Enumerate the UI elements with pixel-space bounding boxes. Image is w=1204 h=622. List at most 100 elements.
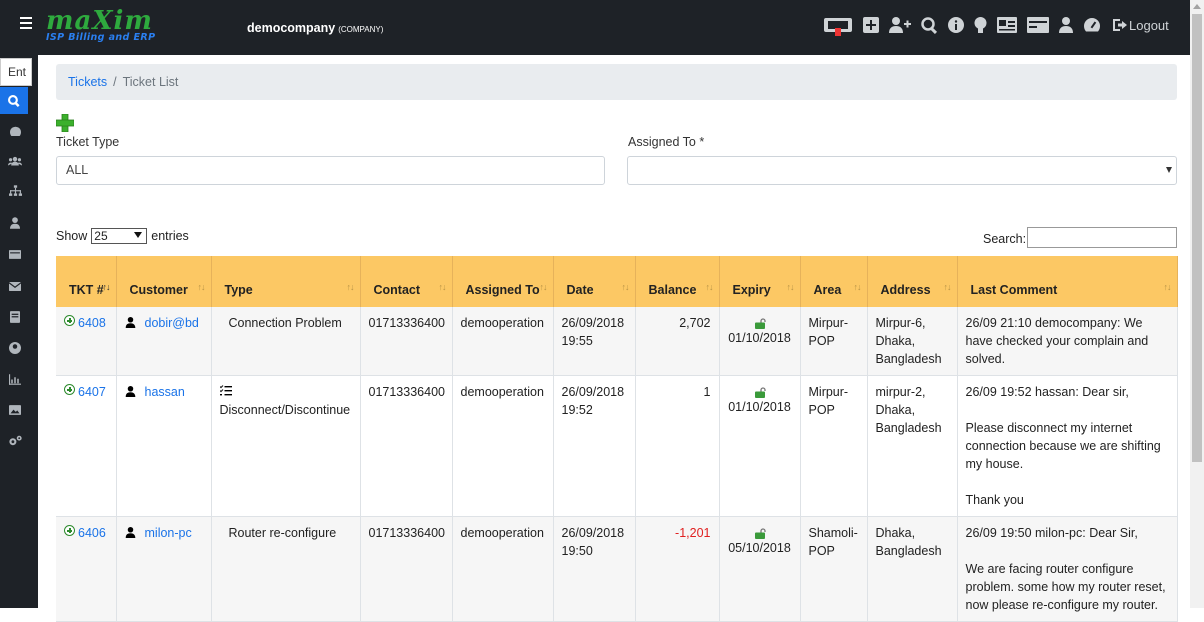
expand-row-icon[interactable] xyxy=(64,384,75,395)
breadcrumb: Tickets / Ticket List xyxy=(56,64,1177,100)
user-tie-icon[interactable] xyxy=(1059,17,1073,33)
info-icon[interactable] xyxy=(948,17,964,33)
ticket-link[interactable]: 6408 xyxy=(78,316,106,330)
sidebar-search-input[interactable]: Ent xyxy=(0,58,32,86)
col-header-label: Assigned To xyxy=(465,283,540,297)
cell-contact: 01713336400 xyxy=(360,516,453,622)
table-row[interactable]: 6406 milon-pc Router re-configure 017133… xyxy=(56,516,1178,622)
card-icon[interactable] xyxy=(1027,17,1049,33)
cell-type: Router re-configure xyxy=(211,516,361,622)
sidebar-item-dashboard-icon[interactable] xyxy=(7,124,23,138)
comment-line: 26/09 19:52 hassan: Dear sir, xyxy=(965,385,1129,399)
search-icon[interactable] xyxy=(921,16,938,34)
sidebar-item-document-icon[interactable] xyxy=(7,310,23,324)
sort-icon: ↑↓ xyxy=(621,282,630,292)
table-search-input[interactable] xyxy=(1027,227,1177,248)
ticket-machine-icon[interactable] xyxy=(823,14,853,36)
expand-row-icon[interactable] xyxy=(64,315,75,326)
sort-icon: ↑↓ xyxy=(705,282,714,292)
cell-balance: 1 xyxy=(635,375,720,517)
table-row[interactable]: 6408 dobir@bd Connection Problem 0171333… xyxy=(56,307,1178,376)
col-header-customer[interactable]: Customer ↑↓ xyxy=(116,256,212,307)
company-name: democompany (COMPANY) xyxy=(247,21,383,35)
ticket-link[interactable]: 6407 xyxy=(78,385,106,399)
menu-toggle-icon[interactable] xyxy=(20,17,36,33)
customer-link[interactable]: hassan xyxy=(144,385,185,399)
cell-address: mirpur-2, Dhaka, Bangladesh xyxy=(867,375,958,517)
ticket-type-text: Connection Problem xyxy=(228,316,342,330)
list-check-icon xyxy=(219,385,232,396)
expand-row-icon[interactable] xyxy=(64,525,75,536)
table-header-row: TKT # ↑↓ Customer ↑↓ Type ↑↓ Contact ↑↓ Assi… xyxy=(56,256,1178,307)
plus-square-icon[interactable] xyxy=(863,17,879,33)
comment-line: 26/09 19:50 milon-pc: Dear Sir, xyxy=(965,526,1138,540)
customer-link[interactable]: dobir@bd xyxy=(144,316,199,330)
unlock-icon xyxy=(754,387,766,398)
sidebar-item-users-icon[interactable] xyxy=(7,154,23,168)
ticket-table: TKT # ↑↓ Customer ↑↓ Type ↑↓ Contact ↑↓ Assi… xyxy=(56,256,1178,622)
user-plus-icon[interactable] xyxy=(889,17,911,33)
cell-assigned-to: demooperation xyxy=(452,307,554,376)
entries-per-page-select[interactable]: 25 xyxy=(91,228,148,244)
dashboard-gauge-icon[interactable] xyxy=(1083,17,1101,33)
sidebar-item-billing-icon[interactable] xyxy=(7,247,23,261)
lightbulb-icon[interactable] xyxy=(974,16,987,34)
sidebar-search-button[interactable] xyxy=(0,87,28,114)
cell-customer: milon-pc xyxy=(116,516,212,622)
scrollbar-thumb[interactable] xyxy=(1192,14,1202,462)
expiry-text: 05/10/2018 xyxy=(728,541,791,555)
sidebar-item-settings-icon[interactable] xyxy=(7,434,23,448)
balance-text: 2,702 xyxy=(679,316,711,330)
col-header-label: Customer xyxy=(129,283,188,297)
scroll-up-arrow[interactable] xyxy=(1193,4,1201,9)
table-row[interactable]: 6407 hassan Disconnect/Discontinue 01713… xyxy=(56,375,1178,517)
page-scrollbar[interactable] xyxy=(1190,0,1204,608)
sort-icon: ↑↓ xyxy=(539,282,548,292)
col-header-ticket[interactable]: TKT # ↑↓ xyxy=(56,256,117,307)
sidebar-item-profile-icon[interactable] xyxy=(7,341,23,355)
logout-button[interactable]: Logout xyxy=(1113,18,1169,33)
sidebar-item-image-icon[interactable] xyxy=(7,403,23,417)
col-header-type[interactable]: Type ↑↓ xyxy=(211,256,361,307)
cell-last-comment: 26/09 19:50 milon-pc: Dear Sir, We are f… xyxy=(957,516,1178,622)
customer-link[interactable]: milon-pc xyxy=(144,526,192,540)
assigned-to-label: Assigned To * xyxy=(628,135,705,149)
logout-label: Logout xyxy=(1129,17,1169,33)
assigned-to-select[interactable] xyxy=(627,156,1177,185)
balance-text: -1,201 xyxy=(675,526,711,540)
date-text: 26/09/2018 19:52 xyxy=(561,385,625,417)
area-text: Shamoli-POP xyxy=(808,526,858,558)
sidebar-item-chart-icon[interactable] xyxy=(7,372,23,386)
col-header-address[interactable]: Address ↑↓ xyxy=(867,256,958,307)
sidebar-item-sitemap-icon[interactable] xyxy=(7,184,23,198)
cell-expiry: 01/10/2018 xyxy=(719,307,801,376)
sort-icon: ↑↓ xyxy=(1163,282,1172,292)
breadcrumb-tickets-link[interactable]: Tickets xyxy=(68,75,108,89)
breadcrumb-separator: / xyxy=(113,75,117,89)
id-card-icon[interactable] xyxy=(997,17,1017,33)
add-ticket-icon[interactable] xyxy=(56,114,74,132)
address-text: mirpur-2, Dhaka, Bangladesh xyxy=(875,385,942,435)
balance-text: 1 xyxy=(703,385,711,399)
sidebar-item-mail-icon[interactable] xyxy=(7,279,23,293)
user-icon xyxy=(125,386,135,397)
ticket-type-input[interactable]: ALL xyxy=(56,156,605,185)
col-header-assigned-to[interactable]: Assigned To ↑↓ xyxy=(452,256,554,307)
col-header-last-comment[interactable]: Last Comment ↑↓ xyxy=(957,256,1178,307)
sidebar-item-user-icon[interactable] xyxy=(7,216,23,230)
user-icon xyxy=(125,317,135,328)
cell-last-comment: 26/09 19:52 hassan: Dear sir, Please dis… xyxy=(957,375,1178,517)
col-header-area[interactable]: Area ↑↓ xyxy=(800,256,868,307)
col-header-date[interactable]: Date ↑↓ xyxy=(553,256,636,307)
breadcrumb-current: Ticket List xyxy=(122,75,179,89)
area-text: Mirpur-POP xyxy=(808,385,849,417)
sort-icon: ↑↓ xyxy=(102,282,111,292)
sort-icon: ↑↓ xyxy=(853,282,862,292)
cell-address: Dhaka, Bangladesh xyxy=(867,516,958,622)
app-logo[interactable]: maXim ISP Billing and ERP xyxy=(46,8,155,43)
ticket-link[interactable]: 6406 xyxy=(78,526,106,540)
col-header-balance[interactable]: Balance ↑↓ xyxy=(635,256,720,307)
cell-type: Disconnect/Discontinue xyxy=(211,375,361,517)
col-header-expiry[interactable]: Expiry ↑↓ xyxy=(719,256,801,307)
col-header-contact[interactable]: Contact ↑↓ xyxy=(360,256,453,307)
